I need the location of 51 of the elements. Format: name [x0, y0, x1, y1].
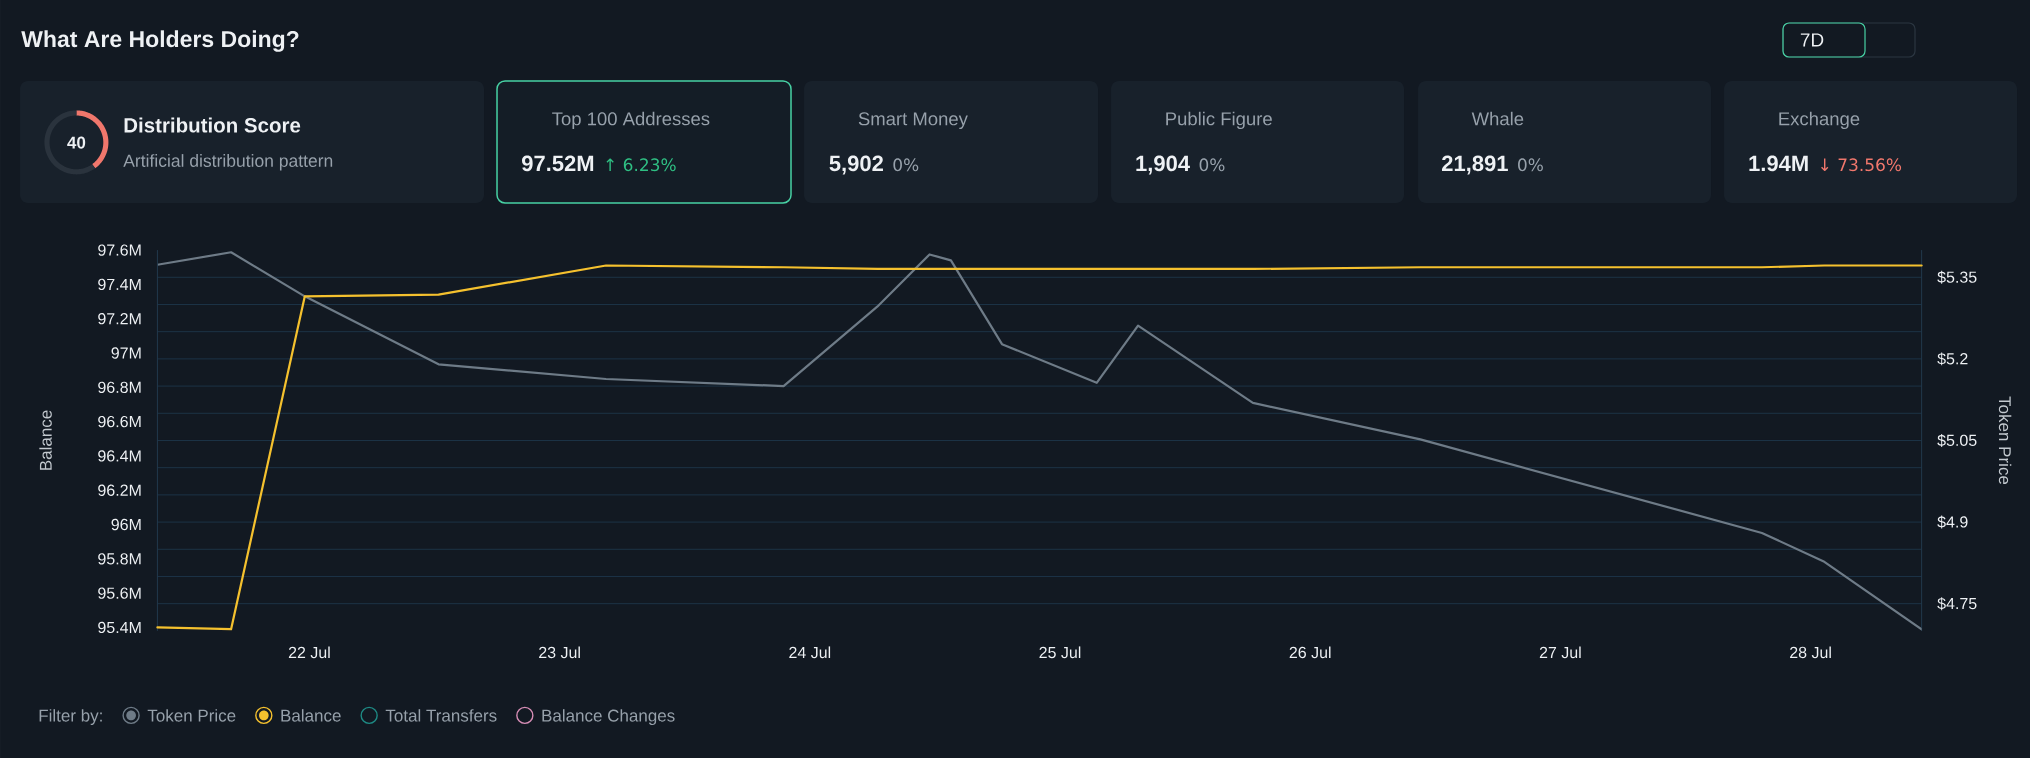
text: 40 [67, 136, 86, 149]
y-tick-label: 96.4M [98, 450, 141, 462]
y-tick-label: 95.6M [98, 587, 141, 599]
text: Artificial distribution pattern [123, 154, 333, 171]
text: Public Figure [1166, 111, 1272, 130]
x-tick-label: 22 Jul [288, 646, 330, 659]
x-tick-label: 25 Jul [1039, 646, 1081, 659]
text: ↓ 73.56% [1821, 158, 1902, 172]
text: 0% [893, 158, 919, 172]
legend-label: Balance [281, 709, 341, 722]
legend-label: Token Price [147, 709, 236, 722]
y2-tick-label: $5.2 [1937, 352, 1968, 366]
y2-tick-label: $5.35 [1937, 270, 1977, 284]
text: Smart Money [858, 112, 968, 130]
text: 0% [1199, 158, 1225, 172]
x-tick-label: 26 Jul [1289, 646, 1331, 659]
text: Whale [1471, 111, 1524, 126]
y-tick-label: 95.4M [98, 621, 141, 634]
y-tick-label: 96.2M [98, 484, 141, 496]
legend-label: Total Transfers [385, 709, 497, 722]
text: 97.52M [521, 155, 594, 172]
text: ↑ 6.23% [606, 158, 676, 172]
text: 7D [1800, 33, 1824, 47]
y2-tick-label: $4.9 [1937, 515, 1968, 529]
y-tick-label: 97M [111, 347, 141, 359]
y-tick-label: 97.6M [98, 244, 141, 256]
y-tick-label: 96.6M [98, 415, 141, 428]
x-tick-label: 28 Jul [1790, 646, 1831, 659]
text: 5,902 [829, 155, 883, 175]
x-tick-label: 24 Jul [789, 646, 831, 659]
text: What Are Holders Doing? [21, 30, 299, 52]
legend-label: Balance Changes [542, 709, 675, 726]
text: 21,891 [1441, 155, 1508, 175]
y2-tick-label: $5.05 [1937, 434, 1977, 447]
text: 1.94M [1749, 155, 1808, 172]
y2-axis-title: Token Price [1998, 396, 2012, 485]
text: Top 100 Addresses [552, 111, 710, 130]
x-tick-label: 27 Jul [1539, 646, 1581, 659]
y-tick-label: 95.8M [98, 553, 141, 565]
legend-title: Filter by: [39, 709, 102, 726]
text: Distribution Score [124, 117, 301, 133]
text: Exchange [1779, 111, 1860, 130]
y-tick-label: 97.2M [98, 313, 141, 325]
text: 0% [1518, 158, 1543, 172]
x-tick-label: 23 Jul [539, 646, 580, 659]
y-tick-label: 97.4M [98, 278, 141, 291]
y2-tick-label: $4.75 [1937, 597, 1977, 611]
y-tick-label: 96.8M [98, 381, 141, 393]
text: 1,904 [1136, 155, 1190, 175]
y-tick-label: 96M [111, 518, 141, 531]
y-axis-title: Balance [39, 410, 52, 470]
